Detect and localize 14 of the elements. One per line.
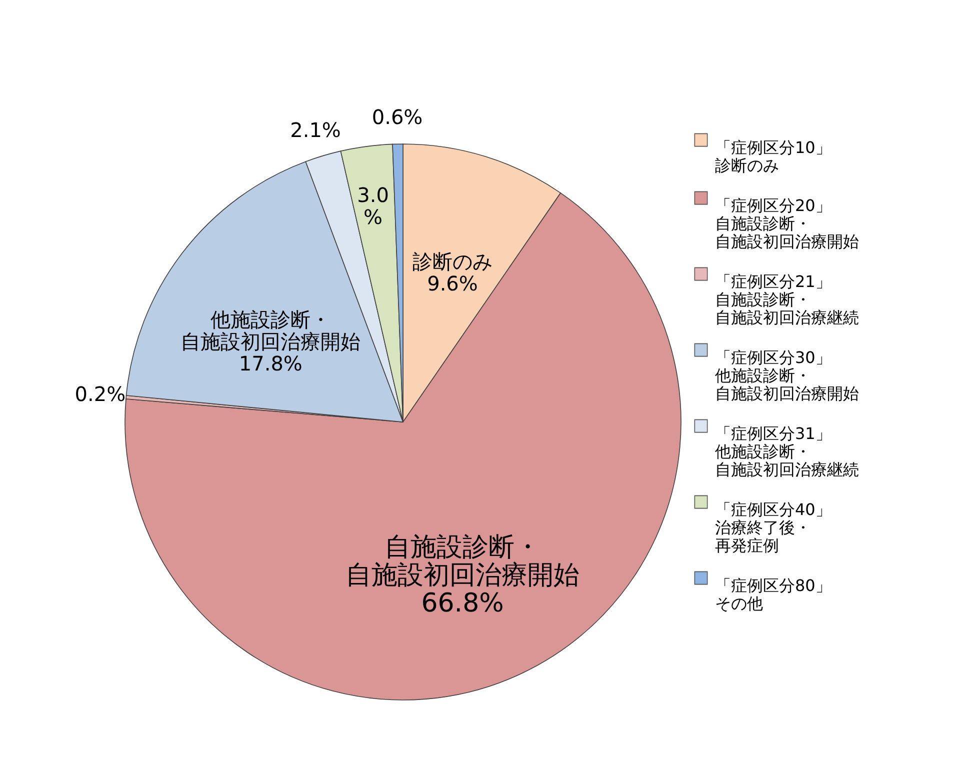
legend-label: 「症例区分80」その他 [715,576,832,613]
data-label: 2.1% [290,118,341,142]
legend-label: 「症例区分10」診断のみ [715,138,832,175]
legend-label: 「症例区分20」自施設診断・自施設初回治療開始 [715,196,859,251]
legend-label: 「症例区分30」他施設診断・自施設初回治療開始 [715,348,859,403]
legend-label: 「症例区分40」治療終了後・再発症例 [715,500,832,555]
data-label: 診断のみ9.6% [412,250,492,296]
data-label: 他施設診断・自施設初回治療開始17.8% [180,307,361,376]
legend-label: 「症例区分31」他施設診断・自施設初回治療継続 [715,424,859,479]
data-label: 自施設診断・自施設初回治療開始66.8% [346,532,580,619]
data-label: 0.6% [372,105,423,130]
data-label: 3.0% [357,183,389,230]
data-label: 0.2% [74,382,126,406]
legend-label: 「症例区分21」自施設診断・自施設初回治療継続 [715,272,859,327]
